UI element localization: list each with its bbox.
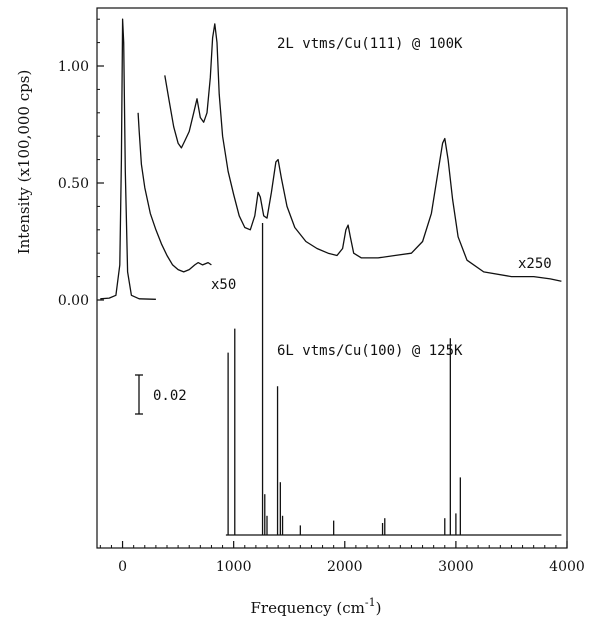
y-tick-label: 1.00	[58, 59, 89, 75]
scale-bar-label: 0.02	[153, 388, 187, 404]
y-tick-label: 0.00	[58, 293, 89, 309]
series-x50	[137, 112, 212, 273]
series-x250	[164, 23, 562, 282]
x-axis-title-close: )	[376, 599, 382, 617]
multiplier-label-x50: x50	[211, 277, 236, 293]
y-tick-label: 0.50	[58, 176, 89, 192]
scale-bar: 0.02	[135, 374, 187, 415]
x-tick-label: 4000	[549, 559, 585, 575]
lower-panel-peaks	[225, 223, 562, 536]
series-group	[100, 18, 562, 300]
x-tick-label: 2000	[327, 559, 363, 575]
series-x1	[100, 18, 156, 300]
x-axis-ticks: 0 1000 2000 3000 4000	[99, 541, 585, 575]
x-tick-label: 1000	[216, 559, 252, 575]
x-axis-title-exponent: -1	[365, 596, 376, 609]
plot-frame	[96, 7, 568, 549]
panel-label-upper: 2L vtms/Cu(111) @ 100K	[277, 36, 463, 52]
x-tick-label: 3000	[438, 559, 474, 575]
y-axis-title: Intensity (x100,000 cps)	[15, 70, 33, 255]
x-axis-title-text: Frequency (cm	[251, 599, 365, 617]
y-axis-ticks: 0.00 0.50 1.00	[58, 18, 104, 309]
multiplier-label-x250: x250	[518, 256, 552, 272]
x-tick-label: 0	[118, 559, 127, 575]
panel-label-lower: 6L vtms/Cu(100) @ 125K	[277, 343, 463, 359]
x-axis-title: Frequency (cm-1)	[251, 596, 382, 617]
